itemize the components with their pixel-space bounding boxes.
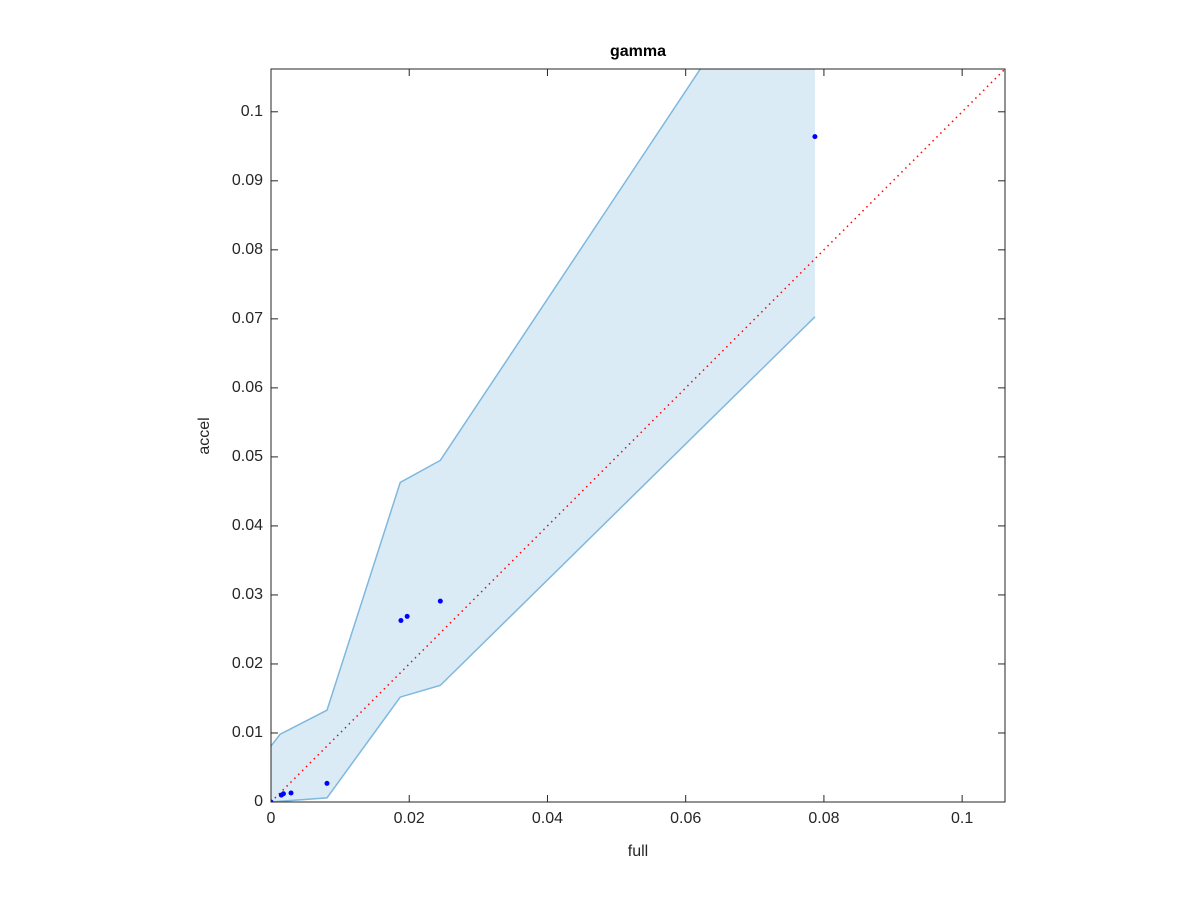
axes: 0 0.02 0.04 0.06 0.08 0.1 0 0.01 0.02 0.03 0.04 0.0… <box>232 68 1006 827</box>
band-lower-edge <box>271 316 816 802</box>
point <box>324 780 330 786</box>
y-tick-label: 0.05 <box>232 448 263 465</box>
point <box>404 613 410 619</box>
y-tick-label: 0.08 <box>232 241 263 258</box>
point <box>288 790 294 796</box>
band-upper-edge <box>271 69 702 747</box>
point <box>280 791 286 797</box>
chart-title: gamma <box>610 43 666 60</box>
y-tick-label: 0.02 <box>232 655 263 672</box>
y-tick-label: 0 <box>254 793 263 810</box>
x-tick-label: 0.04 <box>532 810 563 827</box>
y-tick-label: 0.06 <box>232 379 263 396</box>
x-tick-label: 0 <box>267 810 276 827</box>
x-tick-label: 0.08 <box>808 810 839 827</box>
y-tick-label: 0.03 <box>232 586 263 603</box>
y-tick-label: 0.04 <box>232 517 263 534</box>
y-tick-label: 0.1 <box>241 103 263 120</box>
plot-area <box>271 69 1005 802</box>
reference-line <box>271 69 1005 802</box>
point <box>271 799 274 802</box>
y-tick-label: 0.07 <box>232 310 263 327</box>
point <box>812 134 818 140</box>
y-tick-label: 0.01 <box>232 724 263 741</box>
x-tick-label: 0.02 <box>394 810 425 827</box>
y-axis-label: accel <box>196 417 213 454</box>
point <box>398 617 404 623</box>
x-tick-label: 0.1 <box>951 810 973 827</box>
y-tick-label: 0.09 <box>232 172 263 189</box>
x-axis-label: full <box>628 843 648 860</box>
x-tick-label: 0.06 <box>670 810 701 827</box>
point <box>437 598 443 604</box>
axes-box <box>270 68 1006 803</box>
